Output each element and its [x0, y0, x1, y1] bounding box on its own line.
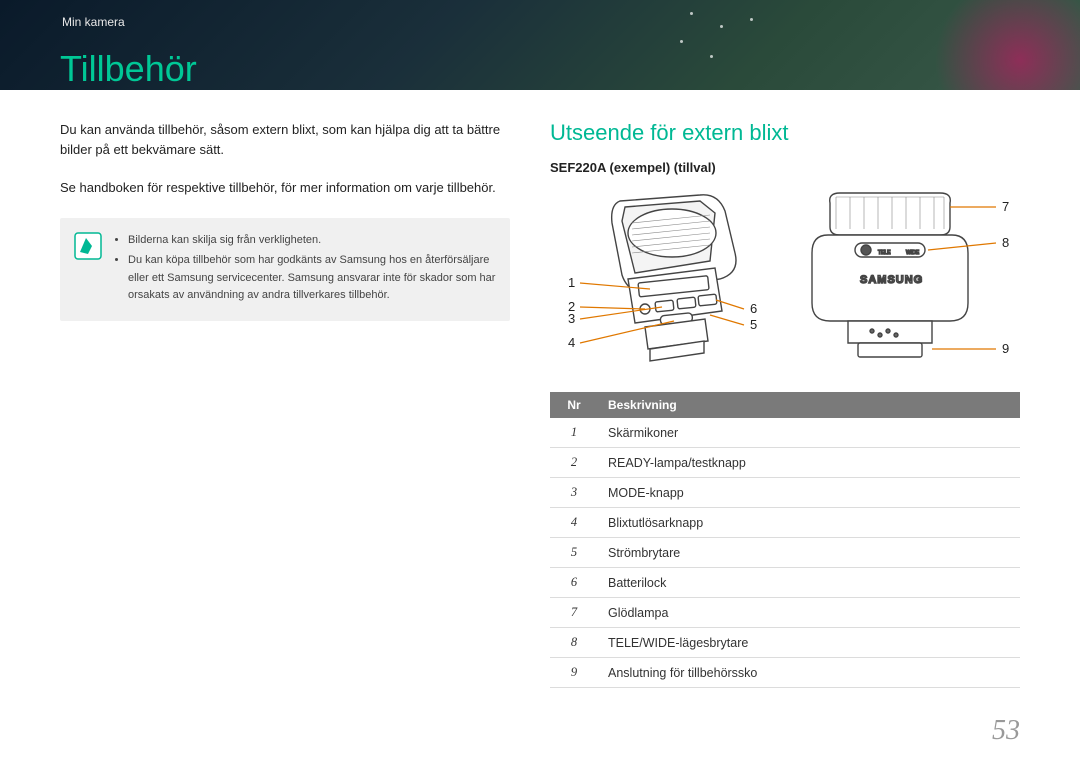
- callout-1: 1: [568, 275, 575, 290]
- table-row: 9Anslutning för tillbehörssko: [550, 658, 1020, 688]
- chapter-title: Tillbehör: [60, 48, 197, 90]
- callout-6: 6: [750, 301, 757, 316]
- note-bullet: Bilderna kan skilja sig från verklighete…: [128, 232, 496, 250]
- breadcrumb: Min kamera: [62, 15, 125, 29]
- note-icon: [74, 232, 102, 260]
- intro-paragraph-1: Du kan använda tillbehör, såsom extern b…: [60, 120, 510, 160]
- table-header-nr: Nr: [550, 392, 598, 418]
- page-number: 53: [992, 715, 1020, 747]
- note-bullet: Du kan köpa tillbehör som har godkänts a…: [128, 252, 496, 305]
- header-band: Min kamera Tillbehör: [0, 0, 1080, 90]
- right-column: Utseende för extern blixt SEF220A (exemp…: [550, 120, 1020, 688]
- svg-text:TELE: TELE: [878, 250, 891, 256]
- flash-rear-illustration: TELE WIDE SAMSUNG: [800, 183, 1020, 378]
- callout-9: 9: [1002, 341, 1009, 356]
- callout-4: 4: [568, 335, 575, 350]
- subheading: SEF220A (exempel) (tillval): [550, 160, 1020, 175]
- table-row: 3MODE-knapp: [550, 478, 1020, 508]
- illustration-row: 1 2 3 4 6 5: [550, 183, 1020, 378]
- table-header-desc: Beskrivning: [598, 392, 1020, 418]
- description-table: Nr Beskrivning 1Skärmikoner 2READY-lampa…: [550, 392, 1020, 688]
- callout-8: 8: [1002, 235, 1009, 250]
- table-row: 6Batterilock: [550, 568, 1020, 598]
- svg-text:WIDE: WIDE: [906, 250, 920, 256]
- left-column: Du kan använda tillbehör, såsom extern b…: [60, 120, 510, 688]
- note-box: Bilderna kan skilja sig från verklighete…: [60, 218, 510, 320]
- section-heading: Utseende för extern blixt: [550, 120, 1020, 146]
- intro-paragraph-2: Se handboken för respektive tillbehör, f…: [60, 178, 510, 198]
- callout-7: 7: [1002, 199, 1009, 214]
- table-row: 8TELE/WIDE-lägesbrytare: [550, 628, 1020, 658]
- table-row: 7Glödlampa: [550, 598, 1020, 628]
- table-row: 2READY-lampa/testknapp: [550, 448, 1020, 478]
- table-row: 1Skärmikoner: [550, 418, 1020, 448]
- table-row: 5Strömbrytare: [550, 538, 1020, 568]
- svg-text:SAMSUNG: SAMSUNG: [860, 274, 923, 286]
- flash-front-illustration: 1 2 3 4 6 5: [550, 183, 790, 378]
- table-row: 4Blixtutlösarknapp: [550, 508, 1020, 538]
- callout-5: 5: [750, 317, 757, 332]
- callout-3: 3: [568, 311, 575, 326]
